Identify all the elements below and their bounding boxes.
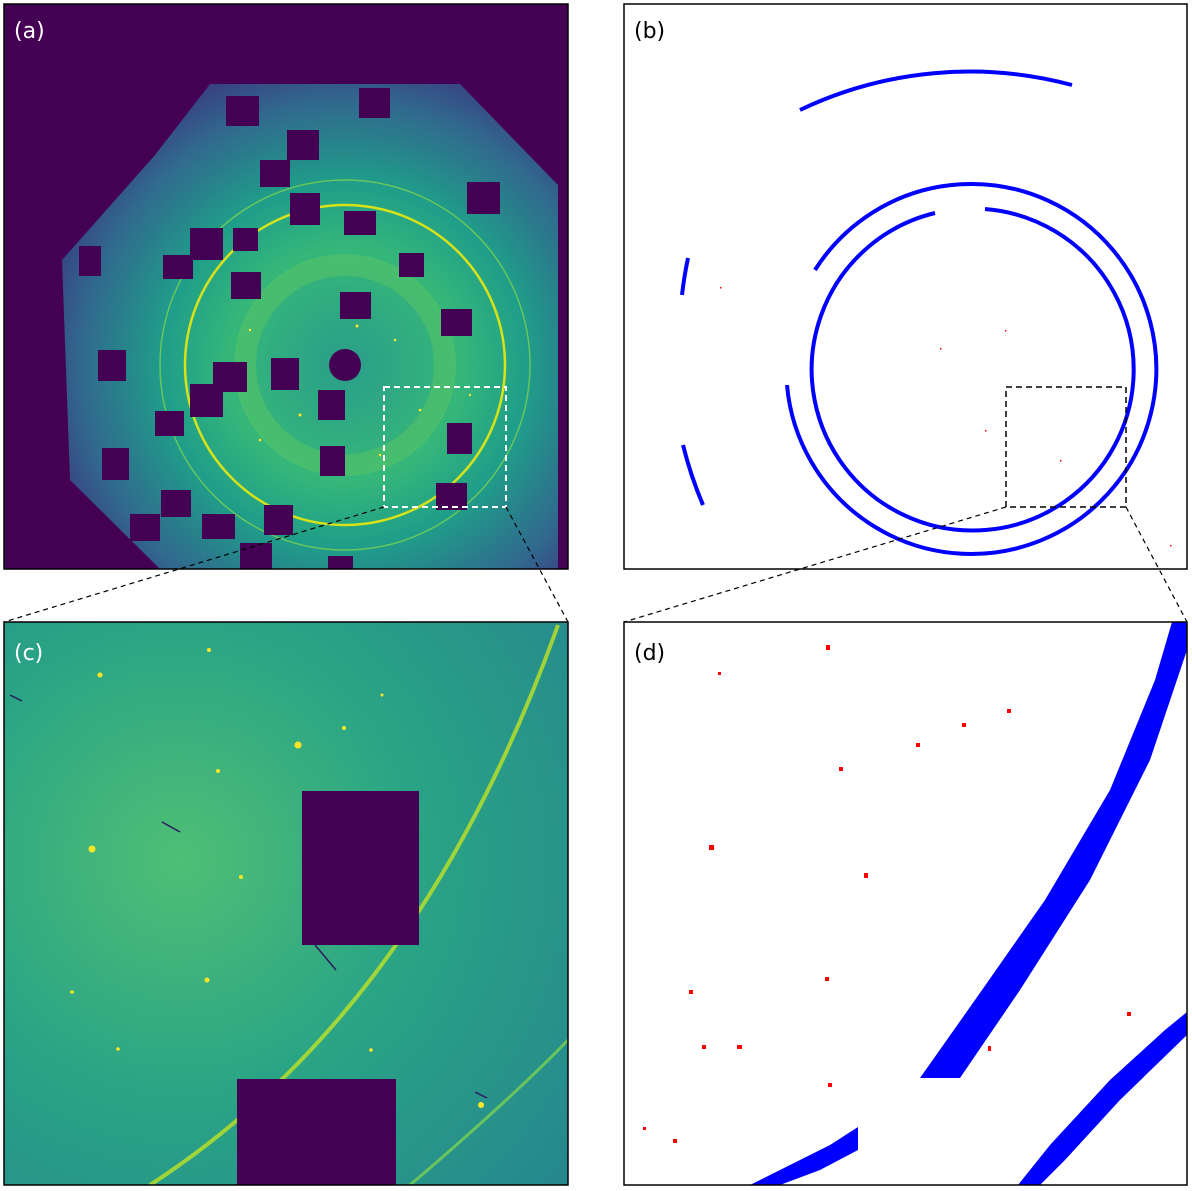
panel-d-label: (d) xyxy=(634,641,665,666)
ring-mask-b xyxy=(680,69,1159,556)
streaks-c xyxy=(9,694,488,1099)
diffraction-ring-inner xyxy=(183,203,507,527)
panel-d xyxy=(624,622,1187,1185)
masked-tiles-a xyxy=(79,88,500,569)
diffraction-ring-c-outer xyxy=(409,1038,568,1185)
ring-mask-d-inner-1 xyxy=(920,622,1187,1078)
panel-d-frame xyxy=(623,621,1188,1186)
panel-b-background xyxy=(624,4,1187,569)
panel-a-label: (a) xyxy=(14,19,45,44)
panel-d-background xyxy=(624,622,1187,1185)
bragg-peaks-a xyxy=(248,324,472,457)
peak-mask-b xyxy=(720,287,1172,547)
panel-b xyxy=(624,4,1187,569)
panel-c xyxy=(4,622,568,1185)
diffraction-ring-c-inner xyxy=(148,624,560,1185)
masked-tile-c-1 xyxy=(302,791,419,945)
zoom-box-b xyxy=(1005,386,1127,508)
panel-a xyxy=(4,4,568,569)
ring-mask-d-inner-2 xyxy=(750,1127,858,1185)
panel-b-label: (b) xyxy=(634,19,665,44)
masked-tile-c-2 xyxy=(237,1079,396,1185)
panel-c-frame xyxy=(3,621,569,1186)
ring-mask-d-outer xyxy=(1018,1012,1187,1185)
detector-area xyxy=(62,84,558,569)
panel-c-label: (c) xyxy=(14,641,43,666)
bragg-peaks-c xyxy=(70,648,484,1108)
peak-mask-d xyxy=(643,645,1131,1143)
diffraction-ring-outer xyxy=(159,179,531,551)
zoom-connectors xyxy=(3,506,1188,623)
panel-b-frame xyxy=(623,3,1188,570)
beamstop xyxy=(329,349,361,381)
zoom-box-a xyxy=(383,386,507,508)
panel-a-frame xyxy=(3,3,569,570)
